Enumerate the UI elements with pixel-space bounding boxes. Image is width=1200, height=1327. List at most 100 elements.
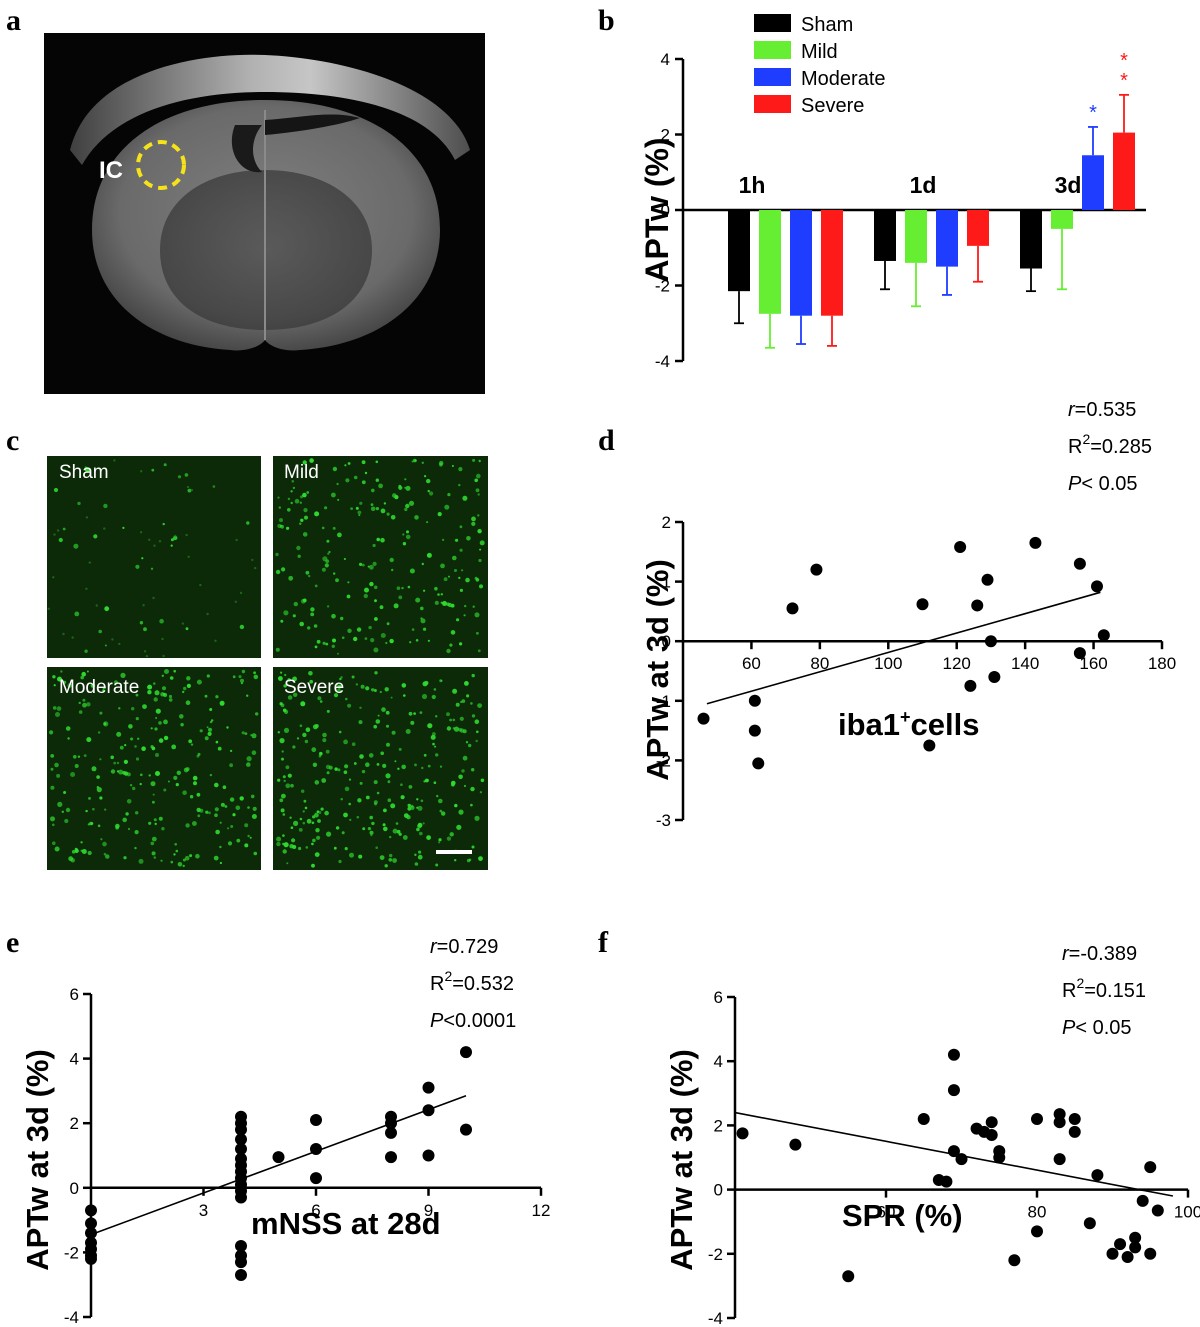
mri-dark-region <box>265 114 360 135</box>
microglia-cell <box>97 824 101 828</box>
microglia-cell <box>118 642 121 646</box>
data-point <box>917 1112 930 1125</box>
microglia-cell <box>176 770 181 775</box>
microglia-cell <box>408 785 413 789</box>
microglia-cell <box>293 820 299 827</box>
microglia-cell <box>393 603 399 609</box>
data-point <box>786 602 799 615</box>
microglia-cell <box>449 718 452 722</box>
microglia-cell <box>346 594 351 599</box>
microglia-cell <box>337 498 340 501</box>
microglia-cell <box>277 778 281 782</box>
x-tick-label: 3 <box>199 1201 208 1220</box>
microglia-cell <box>471 521 476 527</box>
microglia-cell <box>197 814 201 818</box>
y-tick-label: 6 <box>714 988 723 1007</box>
microglia-cell <box>357 798 362 803</box>
microglia-cell <box>459 716 464 721</box>
microglia-cell <box>380 537 385 543</box>
microglia-cell <box>311 821 315 825</box>
microglia-cell <box>358 854 363 859</box>
microglia-cell <box>81 849 87 854</box>
microglia-cell <box>316 810 320 813</box>
microglia-cell <box>337 652 339 655</box>
microglia-cell <box>132 786 136 791</box>
data-point <box>697 712 710 725</box>
microglia-cell <box>471 714 476 718</box>
microglia-cell <box>476 730 479 734</box>
microglia-cell <box>63 791 67 794</box>
microglia-cell <box>143 627 147 632</box>
microglia-cell <box>335 826 340 830</box>
microglia-cell <box>281 567 286 572</box>
data-point <box>748 724 761 737</box>
x-tick-label: 180 <box>1148 654 1176 673</box>
y-tick-label: 2 <box>662 513 671 532</box>
microglia-cell <box>441 811 446 816</box>
microglia-cell <box>430 734 436 740</box>
data-point <box>1053 1153 1066 1166</box>
microglia-cell <box>84 649 88 653</box>
b-bar <box>1113 132 1135 210</box>
stat-r: r=0.535 <box>1068 399 1136 421</box>
microglia-cell <box>398 595 403 600</box>
data-point <box>1144 1161 1157 1174</box>
microglia-cell <box>173 669 176 673</box>
microglia-cell <box>67 683 72 688</box>
microglia-cell <box>340 798 343 801</box>
microglia-cell <box>379 605 384 610</box>
b-y-label: APTw (%) <box>639 137 675 282</box>
microglia-cell <box>214 813 218 817</box>
microglia-cell <box>161 637 164 641</box>
x-tick-label: 60 <box>742 654 761 673</box>
microglia-cell <box>365 762 370 767</box>
microglia-cell <box>437 593 440 596</box>
microglia-cell <box>373 585 378 590</box>
data-point <box>235 1123 247 1136</box>
microglia-cell <box>246 756 252 762</box>
data-point <box>1083 1217 1096 1230</box>
y-tick-label: 0 <box>714 1181 723 1200</box>
microglia-cell <box>239 624 245 630</box>
microglia-cell <box>426 835 431 840</box>
data-point <box>385 1117 397 1130</box>
microglia-cell <box>417 854 423 860</box>
data-point <box>971 599 984 612</box>
data-point <box>954 541 967 554</box>
microglia-cell <box>185 700 191 705</box>
y-axis-label: APTw at 3d (%) <box>20 1049 55 1271</box>
microglia-cell <box>400 783 403 786</box>
b-legend-swatch <box>754 95 791 113</box>
microglia-cell <box>283 779 286 783</box>
microglia-cell <box>303 508 308 513</box>
microglia-cell <box>373 689 377 692</box>
microglia-cell <box>153 856 156 859</box>
data-point <box>460 1046 472 1059</box>
x-tick-label: 80 <box>1028 1203 1047 1222</box>
data-point <box>1031 1225 1043 1238</box>
microglia-cell <box>442 601 447 606</box>
microglia-cell <box>246 762 251 767</box>
microglia-cell <box>241 731 245 735</box>
microglia-cell <box>392 493 397 498</box>
microglia-cell <box>319 700 323 703</box>
microglia-cell <box>376 763 380 766</box>
microglia-cell <box>204 694 208 698</box>
micrograph-background <box>273 456 488 658</box>
microglia-cell <box>104 606 110 612</box>
microglia-cell <box>398 747 402 751</box>
microglia-cell <box>409 641 412 644</box>
microglia-cell <box>374 671 378 675</box>
microglia-cell <box>353 475 358 480</box>
microglia-cell <box>302 810 305 813</box>
microglia-cell <box>440 563 445 569</box>
microglia-cell <box>155 753 159 757</box>
microglia-cell <box>140 773 143 777</box>
microglia-cell <box>379 855 385 860</box>
data-point <box>985 1116 998 1129</box>
microglia-cell <box>91 766 97 772</box>
microglia-cell <box>460 700 463 704</box>
microglia-cell <box>179 714 184 719</box>
microglia-cell <box>347 703 352 708</box>
x-axis-label: SPR (%) <box>842 1198 963 1233</box>
